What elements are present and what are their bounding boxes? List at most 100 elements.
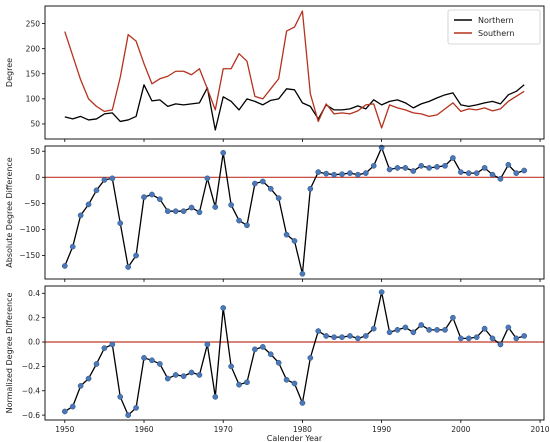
data-point — [267, 185, 274, 192]
data-point — [402, 165, 409, 171]
data-point — [513, 170, 520, 176]
data-point — [149, 357, 155, 364]
data-point — [489, 335, 496, 342]
series-line-southern — [64, 10, 525, 129]
data-point — [362, 333, 369, 339]
data-point — [164, 208, 171, 215]
data-point — [101, 177, 108, 183]
data-point — [93, 361, 100, 367]
data-point — [109, 175, 116, 182]
data-point — [355, 171, 361, 178]
data-point — [418, 162, 425, 169]
data-point — [489, 171, 496, 178]
y-tick-label: −50 — [24, 199, 40, 208]
data-point — [410, 168, 417, 174]
axes-frame — [44, 145, 545, 280]
data-point — [117, 220, 124, 227]
data-point — [386, 329, 393, 336]
data-point — [275, 359, 282, 366]
y-tick-label: −150 — [19, 251, 40, 260]
y-tick-label: 0.4 — [28, 289, 40, 298]
data-point — [299, 270, 306, 277]
series-line-northern — [64, 84, 525, 131]
data-point — [355, 335, 361, 342]
data-point — [481, 325, 488, 332]
data-point — [228, 363, 234, 370]
data-point — [521, 333, 528, 339]
y-tick-label: 50 — [30, 147, 40, 156]
data-point — [252, 346, 258, 353]
data-point — [362, 170, 369, 176]
data-point — [196, 372, 203, 378]
data-point — [117, 394, 124, 400]
data-point — [347, 333, 353, 339]
data-point — [513, 335, 520, 342]
y-tick-label: 0.0 — [28, 338, 40, 347]
data-point — [473, 334, 480, 341]
data-point — [291, 238, 298, 244]
data-point — [315, 169, 322, 175]
data-point — [457, 169, 464, 175]
y-tick-label: 50 — [30, 120, 40, 129]
data-point — [69, 243, 76, 250]
data-point — [188, 204, 195, 211]
data-point — [141, 355, 147, 361]
data-point — [204, 175, 211, 182]
data-point — [149, 191, 155, 198]
data-point — [457, 335, 464, 342]
data-point — [236, 381, 242, 388]
data-point — [220, 305, 227, 311]
data-point — [283, 376, 290, 383]
data-point — [172, 208, 179, 215]
data-point — [93, 187, 100, 194]
x-tick-label: 2000 — [451, 425, 470, 434]
y-tick-label: −100 — [19, 225, 40, 234]
chart-panel-1: 50 100 150 200 250 Degree Northern Southern — [5, 5, 545, 142]
data-point — [125, 412, 132, 418]
x-tick-label: 1980 — [293, 425, 312, 434]
axes-frame — [44, 5, 545, 140]
data-point — [61, 408, 68, 415]
legend: Northern Southern — [447, 9, 541, 45]
axes-frame — [44, 285, 545, 421]
chart-panel-2: −150 −100 −50 0 50 Absolute Degree Difference — [5, 144, 545, 282]
legend-box — [447, 9, 541, 45]
data-point — [434, 327, 440, 333]
legend-label-southern: Southern — [478, 29, 514, 38]
x-tick-label: 2010 — [530, 425, 549, 434]
data-point — [370, 162, 377, 169]
data-point — [497, 176, 504, 182]
data-point — [283, 231, 290, 238]
data-point — [347, 170, 353, 176]
data-point — [465, 335, 472, 342]
data-point — [196, 209, 203, 216]
data-point — [307, 185, 314, 192]
data-point — [275, 195, 282, 202]
data-point — [164, 375, 171, 382]
y-tick-label: −0.6 — [22, 411, 40, 420]
data-point — [180, 373, 187, 379]
data-point — [370, 325, 377, 332]
y-tick-label: 100 — [26, 95, 41, 104]
data-point — [442, 162, 448, 169]
chart-panel-3: 1950 1960 1970 1980 1990 2000 2010 −0.6 −0.4 −0.2… — [5, 285, 550, 442]
data-point — [410, 329, 417, 336]
data-point — [228, 202, 234, 208]
data-point — [291, 380, 298, 387]
data-point — [307, 355, 314, 361]
data-point — [426, 327, 433, 333]
data-point — [141, 194, 147, 200]
data-point — [109, 341, 116, 348]
data-point — [244, 222, 250, 229]
data-point — [481, 165, 488, 171]
x-tick-label: 1960 — [134, 425, 153, 434]
data-point — [156, 196, 163, 203]
data-point — [339, 171, 345, 178]
data-point — [505, 324, 512, 331]
data-point — [331, 171, 337, 178]
data-point — [323, 333, 330, 339]
data-point — [418, 322, 425, 328]
y-axis-label: Absolute Degree Difference — [5, 157, 14, 267]
data-point — [180, 208, 187, 215]
